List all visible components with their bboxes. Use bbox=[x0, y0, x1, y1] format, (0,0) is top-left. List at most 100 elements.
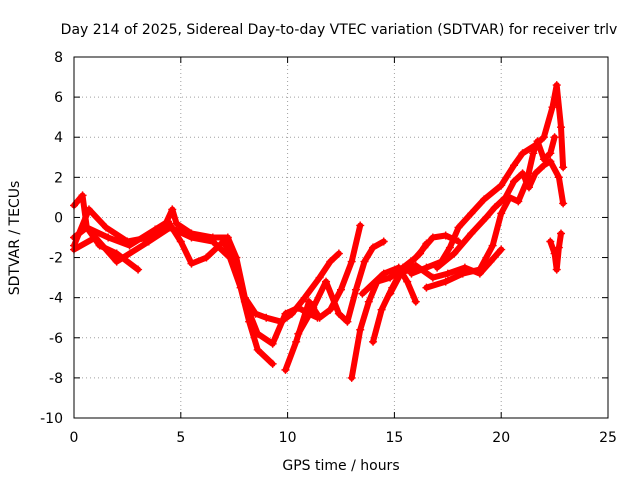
data-point-marker bbox=[403, 277, 412, 286]
data-point-marker bbox=[369, 337, 378, 346]
data-point-marker bbox=[219, 237, 228, 246]
data-point-marker bbox=[488, 241, 497, 250]
data-point-marker bbox=[253, 345, 262, 354]
data-point-marker bbox=[347, 373, 356, 382]
y-tick-label: -2 bbox=[49, 251, 63, 267]
data-point-marker bbox=[294, 329, 303, 338]
data-point-marker bbox=[268, 339, 277, 348]
data-point-marker bbox=[428, 273, 437, 282]
x-axis-label: GPS time / hours bbox=[282, 458, 399, 474]
data-point-marker bbox=[386, 273, 395, 282]
data-point-marker bbox=[497, 181, 506, 190]
data-point-marker bbox=[326, 305, 335, 314]
data-point-marker bbox=[369, 243, 378, 252]
data-point-marker bbox=[187, 233, 196, 242]
data-point-marker bbox=[315, 273, 324, 282]
data-point-marker bbox=[454, 223, 463, 232]
plot-frame bbox=[73, 56, 609, 419]
data-point-marker bbox=[151, 225, 160, 234]
data-point-marker bbox=[445, 243, 454, 252]
data-point-marker bbox=[166, 223, 175, 232]
data-series-6 bbox=[294, 237, 388, 338]
x-tick-labels: 0 5 10 15 20 25 bbox=[70, 430, 617, 446]
data-point-marker bbox=[223, 233, 232, 242]
data-point-marker bbox=[411, 297, 420, 306]
data-point-marker bbox=[510, 177, 519, 186]
data-point-marker bbox=[315, 313, 324, 322]
data-point-marker bbox=[548, 103, 557, 112]
data-point-marker bbox=[334, 249, 343, 258]
data-point-marker bbox=[326, 257, 335, 266]
data-point-marker bbox=[554, 243, 563, 252]
gridlines bbox=[74, 57, 608, 418]
data-point-marker bbox=[360, 257, 369, 266]
data-point-marker bbox=[309, 303, 318, 312]
data-point-marker bbox=[112, 249, 121, 258]
data-point-marker bbox=[347, 257, 356, 266]
data-point-marker bbox=[163, 217, 172, 226]
data-point-marker bbox=[358, 289, 367, 298]
series-trace bbox=[408, 82, 567, 277]
data-point-marker bbox=[443, 269, 452, 278]
data-point-marker bbox=[554, 173, 563, 182]
data-point-marker bbox=[533, 137, 542, 146]
data-point-marker bbox=[337, 285, 345, 294]
data-series-4 bbox=[70, 223, 277, 368]
data-point-marker bbox=[559, 163, 568, 172]
data-point-marker bbox=[428, 233, 437, 242]
data-series bbox=[70, 81, 568, 382]
data-point-marker bbox=[268, 359, 277, 368]
data-point-marker bbox=[91, 233, 100, 242]
series-trace bbox=[71, 218, 321, 347]
data-series-13 bbox=[422, 133, 559, 292]
data-point-marker bbox=[112, 257, 121, 266]
data-point-marker bbox=[441, 231, 450, 240]
data-point-marker bbox=[281, 309, 290, 318]
data-point-marker bbox=[546, 149, 555, 158]
data-point-marker bbox=[539, 133, 548, 142]
y-tick-label: 4 bbox=[54, 130, 63, 146]
data-point-marker bbox=[480, 195, 489, 204]
data-point-marker bbox=[441, 277, 450, 286]
data-point-marker bbox=[364, 297, 373, 306]
data-point-marker bbox=[322, 277, 331, 286]
data-point-marker bbox=[467, 209, 476, 218]
data-point-marker bbox=[78, 191, 87, 200]
data-point-marker bbox=[546, 157, 555, 166]
data-point-marker bbox=[486, 257, 495, 266]
data-point-marker bbox=[334, 309, 343, 318]
data-point-marker bbox=[281, 365, 290, 374]
data-point-marker bbox=[505, 193, 514, 202]
y-tick-label: 2 bbox=[54, 170, 63, 186]
data-series-7 bbox=[347, 239, 431, 382]
data-point-marker bbox=[172, 219, 181, 228]
data-point-marker bbox=[125, 241, 134, 250]
series-trace bbox=[71, 224, 276, 367]
data-point-marker bbox=[467, 229, 476, 238]
data-point-marker bbox=[144, 237, 153, 246]
data-point-marker bbox=[531, 169, 540, 178]
data-point-marker bbox=[497, 209, 506, 218]
x-tick-label: 10 bbox=[279, 430, 297, 446]
data-point-marker bbox=[343, 317, 352, 326]
data-point-marker bbox=[208, 237, 217, 246]
data-point-marker bbox=[236, 283, 245, 292]
data-point-marker bbox=[522, 177, 531, 186]
data-point-marker bbox=[458, 269, 467, 278]
y-tick-label: 6 bbox=[54, 90, 63, 106]
data-point-marker bbox=[550, 249, 559, 258]
data-point-marker bbox=[386, 289, 395, 298]
data-point-marker bbox=[514, 197, 523, 206]
data-point-marker bbox=[379, 237, 388, 246]
data-point-marker bbox=[482, 213, 491, 222]
data-point-marker bbox=[529, 149, 538, 158]
y-tick-label: -10 bbox=[40, 411, 63, 427]
data-point-marker bbox=[552, 265, 561, 274]
data-point-marker bbox=[490, 203, 499, 212]
y-tick-labels: -10 -8 -6 -4 -2 0 2 4 6 8 bbox=[40, 50, 63, 427]
data-point-marker bbox=[518, 169, 527, 178]
x-tick-label: 15 bbox=[385, 430, 403, 446]
data-point-marker bbox=[304, 297, 313, 306]
data-point-marker bbox=[225, 253, 234, 262]
